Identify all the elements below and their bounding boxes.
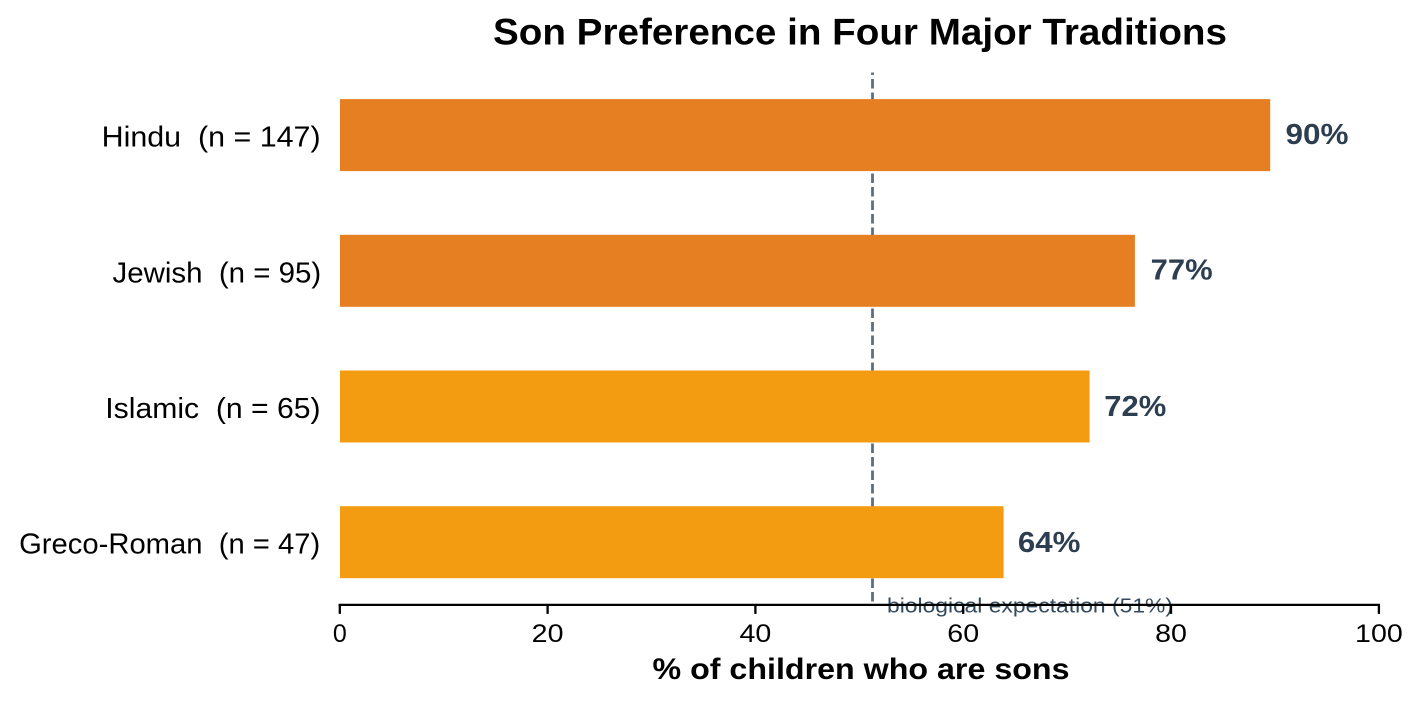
svg-text:77%: 77% (1151, 255, 1213, 287)
svg-text:90%: 90% (1286, 119, 1349, 151)
svg-text:20: 20 (532, 620, 564, 648)
svg-text:72%: 72% (1104, 391, 1166, 423)
svg-text:60: 60 (947, 620, 979, 648)
svg-text:40: 40 (740, 620, 772, 648)
svg-text:Greco-Roman (n = 47): Greco-Roman (n = 47) (19, 529, 320, 561)
svg-text:biological expectation (51%): biological expectation (51%) (887, 596, 1173, 618)
svg-text:100: 100 (1355, 620, 1403, 648)
svg-text:% of children who are sons: % of children who are sons (653, 653, 1070, 686)
svg-text:80: 80 (1155, 620, 1187, 648)
svg-text:Hindu (n = 147): Hindu (n = 147) (102, 122, 321, 154)
svg-text:Jewish (n = 95): Jewish (n = 95) (113, 257, 322, 289)
svg-text:Islamic (n = 65): Islamic (n = 65) (105, 393, 320, 425)
svg-text:0: 0 (333, 620, 347, 648)
svg-text:Son Preference in Four Major T: Son Preference in Four Major Traditions (493, 12, 1227, 53)
svg-text:64%: 64% (1018, 527, 1081, 559)
